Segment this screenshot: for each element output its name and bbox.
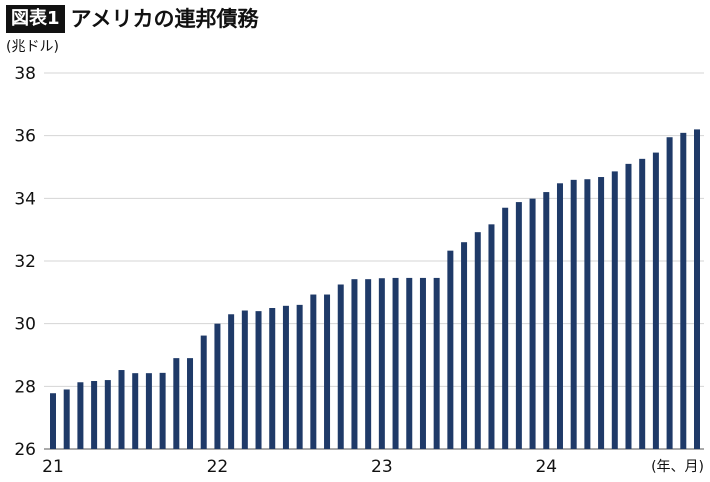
bar: [269, 308, 276, 449]
chart-header: 図表1 アメリカの連邦債務: [6, 4, 258, 34]
bar: [282, 305, 289, 449]
bar: [502, 207, 509, 449]
bar: [187, 358, 194, 449]
y-tick-label: 30: [14, 315, 36, 335]
bar: [529, 198, 536, 449]
bar: [63, 389, 70, 449]
bar: [694, 129, 700, 449]
y-tick-label: 38: [14, 64, 36, 84]
bar: [447, 250, 454, 449]
bar: [255, 311, 262, 449]
bar: [310, 294, 317, 449]
bar: [461, 242, 468, 449]
y-tick-label: 26: [14, 440, 36, 460]
chart-title: アメリカの連邦債務: [70, 7, 259, 31]
y-tick-label: 32: [14, 252, 36, 272]
x-axis-unit-label: (年、月): [651, 459, 704, 475]
x-tick-label: 22: [207, 457, 229, 477]
bar: [337, 284, 344, 449]
x-tick-label: 23: [371, 457, 393, 477]
bar: [296, 304, 303, 449]
bar: [474, 232, 481, 449]
bar: [200, 335, 207, 449]
bar: [584, 179, 591, 449]
y-tick-label: 28: [14, 377, 36, 397]
bar: [132, 373, 139, 449]
bar: [419, 277, 426, 449]
bar: [145, 373, 152, 449]
bar: [611, 171, 618, 449]
bar: [556, 183, 563, 450]
bar: [104, 380, 111, 449]
bar: [433, 277, 440, 449]
bar: [77, 382, 84, 449]
bar: [680, 132, 687, 449]
figure-number-badge: 図表1: [6, 5, 65, 33]
bar: [639, 158, 646, 449]
y-tick-label: 36: [14, 127, 36, 147]
y-tick-label: 34: [14, 189, 36, 209]
bar: [625, 163, 632, 449]
bar: [365, 279, 372, 449]
bar: [488, 224, 495, 449]
bar: [91, 381, 98, 449]
bar: [351, 279, 358, 449]
y-axis-unit-label: (兆ドル): [6, 39, 59, 55]
bar: [214, 323, 221, 449]
bar: [159, 372, 166, 449]
bar: [378, 278, 385, 449]
bar: [598, 177, 605, 449]
bar: [406, 277, 413, 449]
bar: [543, 192, 550, 449]
bar: [173, 358, 180, 449]
bar: [515, 202, 522, 449]
bar: [50, 393, 56, 449]
bar: [228, 314, 235, 449]
bar: [392, 277, 399, 449]
x-tick-label: 24: [535, 457, 557, 477]
bar: [652, 152, 659, 449]
bar: [666, 137, 673, 450]
bar: [324, 294, 331, 449]
bar: [241, 310, 248, 449]
bar: [570, 179, 577, 449]
bar: [118, 370, 125, 449]
x-tick-label: 21: [42, 457, 64, 477]
